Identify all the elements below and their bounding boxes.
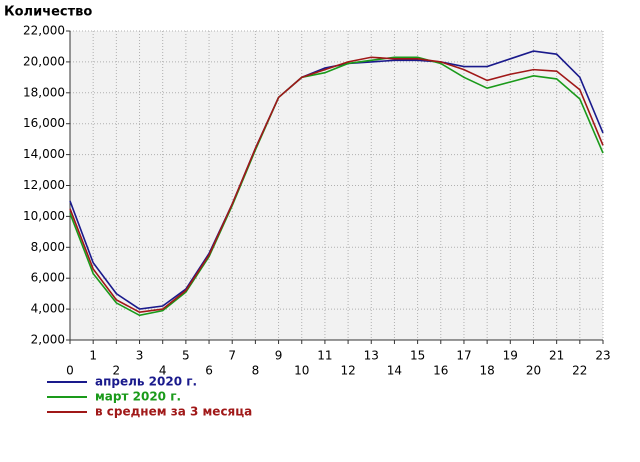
x-tick-label: 18	[479, 364, 494, 378]
chart-title: Количество	[4, 5, 92, 20]
y-tick-label: 10,000	[23, 209, 65, 223]
x-tick-label: 10	[294, 364, 309, 378]
x-tick-label: 4	[159, 364, 167, 378]
y-tick-label: 16,000	[23, 116, 65, 130]
x-tick-label: 22	[572, 364, 587, 378]
x-tick-label: 19	[503, 349, 518, 363]
x-tick-label: 6	[205, 364, 213, 378]
x-tick-label: 2	[113, 364, 121, 378]
y-tick-label: 18,000	[23, 85, 65, 99]
x-tick-label: 3	[136, 349, 144, 363]
x-tick-label: 20	[526, 364, 541, 378]
x-tick-label: 13	[364, 349, 379, 363]
legend-label: март 2020 г.	[95, 390, 181, 404]
y-tick-label: 20,000	[23, 54, 65, 68]
y-tick-label: 22,000	[23, 24, 65, 38]
y-tick-label: 2,000	[31, 333, 65, 347]
legend-label: в среднем за 3 месяца	[95, 405, 252, 419]
x-tick-label: 9	[275, 349, 283, 363]
series-line	[69, 56, 604, 317]
x-tick-label: 21	[549, 349, 564, 363]
x-tick-label: 14	[387, 364, 402, 378]
x-tick-label: 11	[317, 349, 332, 363]
x-tick-label: 1	[89, 349, 97, 363]
y-tick-label: 12,000	[23, 178, 65, 192]
legend-label: апрель 2020 г.	[95, 375, 197, 389]
y-tick-label: 4,000	[31, 302, 65, 316]
x-tick-label: 15	[410, 349, 425, 363]
x-tick-label: 23	[595, 349, 610, 363]
x-tick-label: 16	[433, 364, 448, 378]
y-tick-label: 14,000	[23, 147, 65, 161]
x-tick-label: 8	[252, 364, 260, 378]
x-tick-label: 17	[456, 349, 471, 363]
x-tick-label: 7	[228, 349, 236, 363]
y-tick-label: 8,000	[31, 240, 65, 254]
series-line	[69, 56, 604, 314]
x-tick-label: 5	[182, 349, 190, 363]
y-tick-label: 6,000	[31, 271, 65, 285]
x-tick-label: 0	[66, 364, 74, 378]
x-tick-label: 12	[340, 364, 355, 378]
